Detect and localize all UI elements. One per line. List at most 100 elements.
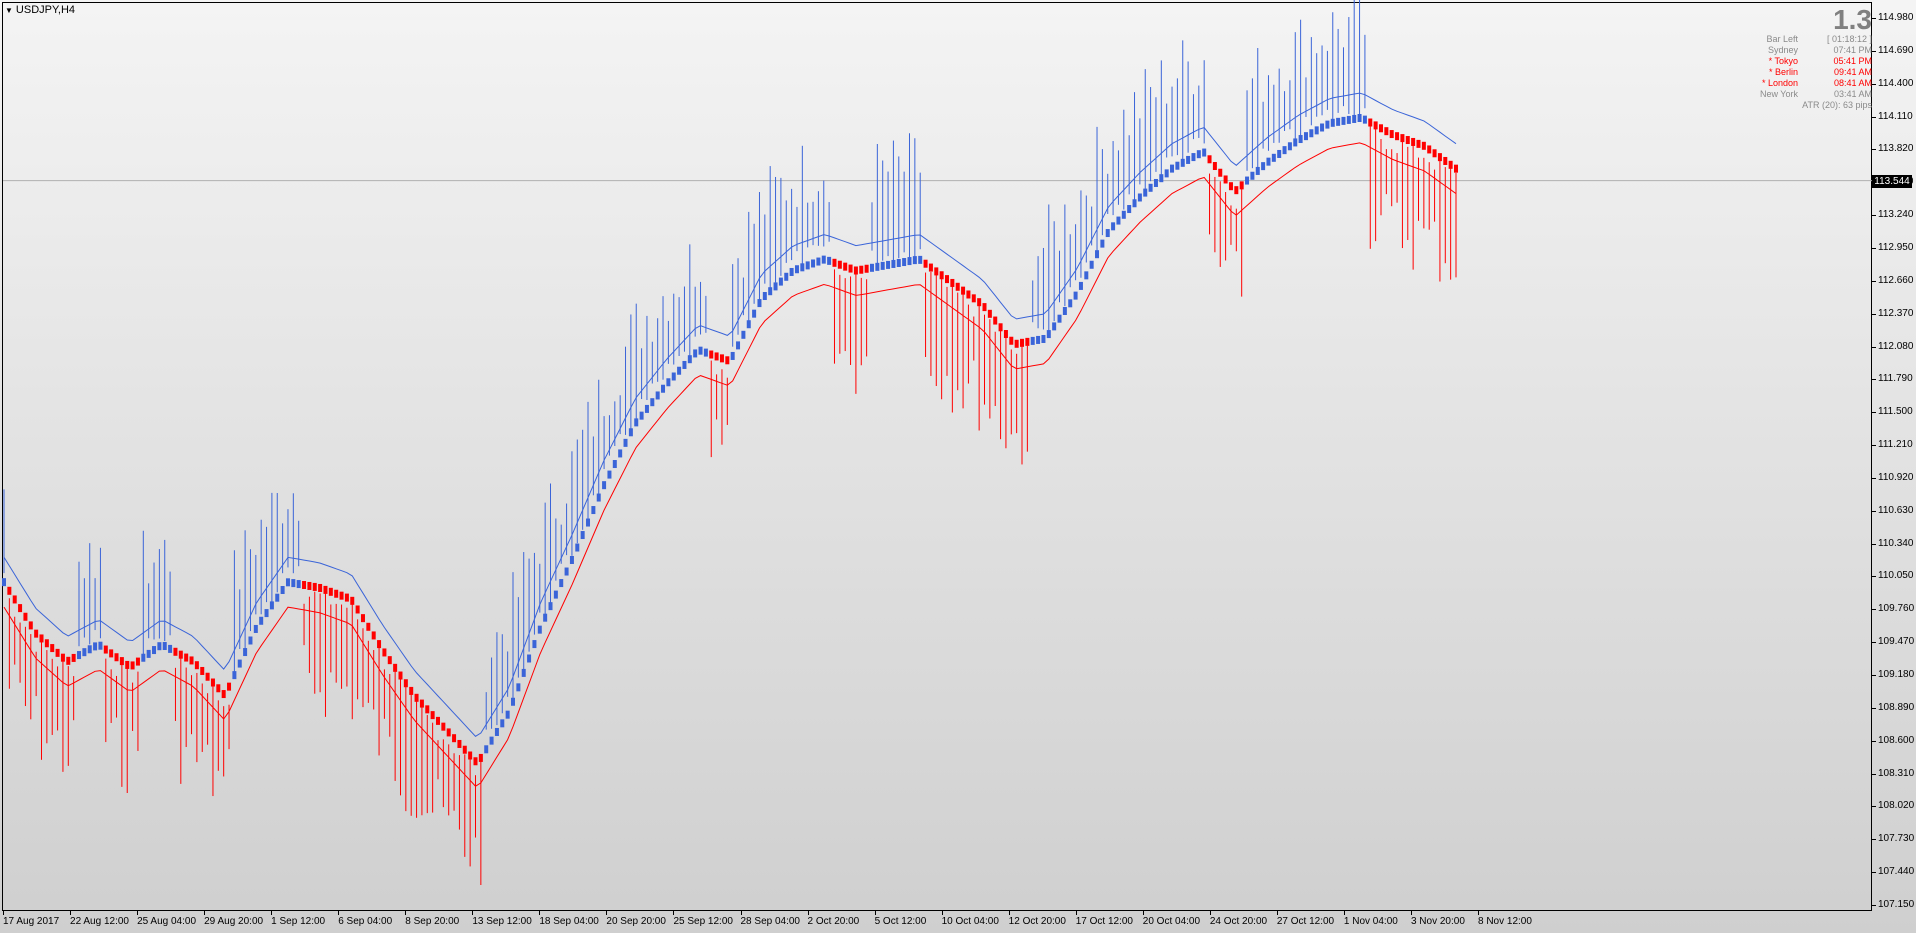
trend-block — [1368, 118, 1373, 127]
trend-block — [612, 460, 617, 469]
x-tick-label: 10 Oct 04:00 — [941, 911, 999, 927]
trend-block — [752, 309, 757, 318]
x-tick-label: 25 Aug 04:00 — [137, 911, 197, 927]
x-tick-label: 2 Oct 20:00 — [807, 911, 860, 927]
trend-block — [135, 657, 140, 666]
trend-block — [966, 290, 971, 299]
y-tick-label: 108.600 — [1871, 734, 1915, 746]
y-tick-label: 113.820 — [1871, 143, 1914, 155]
trend-block — [1325, 120, 1330, 129]
trend-block — [334, 589, 339, 598]
trend-block — [141, 653, 146, 662]
y-tick-label: 110.630 — [1871, 504, 1914, 516]
trend-block — [961, 286, 966, 295]
y-tick-label: 110.920 — [1871, 471, 1914, 483]
symbol-label[interactable]: ▼ USDJPY,H4 — [5, 4, 75, 16]
trend-block — [71, 653, 76, 662]
trend-block — [109, 649, 114, 658]
trend-block — [494, 727, 499, 736]
trend-block — [1218, 168, 1223, 177]
trend-block — [816, 257, 821, 266]
trend-block — [1105, 229, 1110, 238]
x-tick-label: 6 Sep 04:00 — [338, 911, 393, 927]
trend-block — [152, 646, 157, 655]
trend-block — [452, 734, 457, 743]
trend-block — [736, 341, 741, 350]
trend-block — [1282, 146, 1287, 155]
trend-block — [398, 671, 403, 680]
trend-block — [1309, 129, 1314, 138]
trend-block — [1352, 114, 1357, 123]
x-tick-label: 13 Sep 12:00 — [472, 911, 532, 927]
trend-block — [548, 602, 553, 611]
trend-block — [194, 661, 199, 670]
trend-block — [312, 582, 317, 591]
price-axis[interactable]: 114.980 114.690 114.400 114.110 113.820 113.5… — [1871, 0, 1916, 933]
trend-block — [1148, 183, 1153, 192]
trend-block — [1030, 336, 1035, 345]
trend-block — [553, 590, 558, 599]
trend-block — [1389, 130, 1394, 139]
x-tick-label: 20 Oct 04:00 — [1142, 911, 1201, 927]
trend-block — [564, 567, 569, 576]
y-tick-label: 109.760 — [1871, 603, 1915, 615]
trend-block — [505, 710, 510, 719]
trend-block — [1432, 149, 1437, 158]
trend-block — [714, 352, 719, 361]
lower-band-line — [3, 142, 1457, 787]
y-tick-label: 107.150 — [1871, 899, 1915, 910]
trend-block — [18, 604, 23, 613]
trend-block — [50, 644, 55, 653]
trend-block — [302, 581, 307, 590]
dropdown-arrow-icon[interactable]: ▼ — [5, 5, 13, 15]
y-tick-label: 112.660 — [1871, 274, 1914, 286]
trend-block — [1020, 338, 1025, 347]
trend-block — [1266, 157, 1271, 166]
y-tick-label: 108.020 — [1871, 800, 1915, 812]
trend-block — [666, 378, 671, 387]
trend-block — [360, 614, 365, 623]
trend-block — [1346, 115, 1351, 124]
trend-block — [377, 640, 382, 649]
trend-block — [746, 320, 751, 329]
trend-block — [414, 693, 419, 702]
trend-block — [768, 287, 773, 296]
plot-area[interactable] — [2, 2, 1872, 911]
trend-block — [285, 578, 290, 587]
x-tick-label: 17 Aug 2017 — [3, 911, 60, 927]
trend-block — [441, 722, 446, 731]
trend-block — [44, 639, 49, 648]
trend-block — [586, 518, 591, 527]
trend-block — [93, 642, 98, 651]
x-tick-label: 25 Sep 12:00 — [673, 911, 733, 927]
session-info-panel: 1.3 Bar Left[ 01:18:12 ] Sydney 07:41 PM * … — [1742, 6, 1872, 111]
trend-block — [843, 262, 848, 271]
trend-block — [1164, 169, 1169, 178]
trend-block — [60, 653, 65, 662]
trend-block — [1448, 160, 1453, 169]
trend-block — [1170, 164, 1175, 173]
trend-block — [1287, 142, 1292, 151]
trend-block — [1245, 176, 1250, 185]
session-label: * Berlin — [1768, 67, 1798, 77]
trend-block — [1314, 126, 1319, 135]
trend-block — [1036, 335, 1041, 344]
atr-text: ATR (20): 63 pips — [1802, 100, 1872, 110]
y-tick-label: 110.340 — [1871, 537, 1914, 549]
trend-block — [516, 683, 521, 692]
trend-block — [173, 647, 178, 656]
trend-block — [655, 391, 660, 400]
session-value: 07:41 PM — [1833, 45, 1872, 55]
trend-block — [500, 719, 505, 728]
x-tick-label: 28 Sep 04:00 — [740, 911, 800, 927]
session-label: * Tokyo — [1768, 56, 1798, 66]
trend-block — [318, 583, 323, 592]
trend-block — [382, 648, 387, 657]
trend-block — [393, 663, 398, 672]
trend-block — [837, 260, 842, 269]
trend-block — [762, 292, 767, 301]
time-axis[interactable]: 17 Aug 2017 22 Aug 12:00 25 Aug 04:00 29 Au… — [0, 911, 1872, 933]
trend-block — [34, 629, 39, 638]
trend-block — [725, 356, 730, 365]
